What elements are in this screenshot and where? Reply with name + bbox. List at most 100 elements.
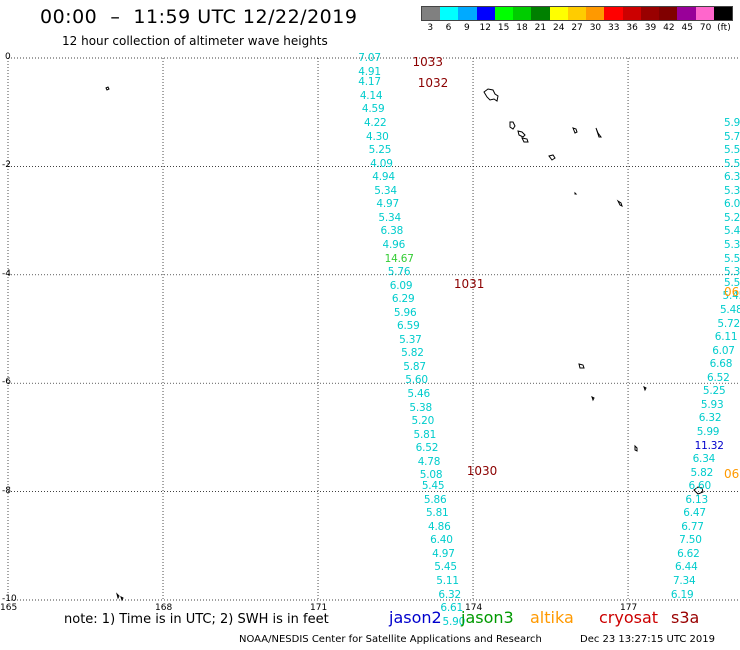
- swh-label: 4.96: [382, 238, 406, 251]
- legend-label: 33: [608, 23, 620, 33]
- legend-label: 18: [516, 23, 528, 33]
- satellite-legend-cryosat: cryosat: [599, 608, 659, 627]
- legend-swatch: [677, 7, 696, 20]
- island-shape: [116, 592, 124, 602]
- swh-label: 4.14: [359, 89, 383, 102]
- swh-label: 4.59: [361, 103, 385, 116]
- swh-label: 5.81: [413, 428, 437, 441]
- swh-label: 5.87: [403, 360, 426, 373]
- satellite-legend-altika: altika: [530, 608, 574, 627]
- swh-label: 6.32: [698, 412, 722, 425]
- swh-label: 7.07: [358, 52, 381, 64]
- legend-swatch: [440, 7, 459, 20]
- swh-label: 5.31: [724, 184, 740, 197]
- swh-label: 5.50: [724, 276, 740, 289]
- legend-label: 6: [445, 23, 452, 33]
- legend-swatch: [567, 7, 587, 20]
- swh-label: 5.11: [436, 575, 459, 588]
- swh-label: 5.59: [724, 252, 740, 265]
- credit-text: NOAA/NESDIS Center for Satellite Applica…: [239, 634, 542, 645]
- swh-label: 6.60: [688, 480, 712, 493]
- swh-label: 6.59: [397, 320, 420, 333]
- swh-label: 14.67: [384, 252, 414, 265]
- swh-label: 6.29: [391, 293, 415, 306]
- legend-label: 39: [644, 23, 657, 33]
- satellite-legend-s3a: s3a: [671, 608, 700, 627]
- swh-label: 6.62: [677, 547, 700, 560]
- legend-swatch: [422, 7, 441, 20]
- swh-label: 6.52: [707, 371, 730, 384]
- x-tick-label: 165: [0, 603, 18, 613]
- swh-label: 5.82: [401, 347, 424, 360]
- swh-label: 6.52: [415, 442, 439, 455]
- legend-swatch: [695, 7, 714, 20]
- swh-label: 4.94: [372, 171, 395, 184]
- island-shape: [509, 121, 529, 143]
- swh-label: 6.44: [675, 561, 698, 574]
- x-tick-label: 168: [155, 603, 173, 613]
- swh-label: 6.61: [440, 602, 464, 615]
- legend-swatch: [531, 7, 550, 20]
- legend-label: 70: [699, 23, 712, 33]
- y-tick-label: -6: [2, 377, 11, 388]
- swh-label: 5.7: [724, 130, 740, 143]
- legend-label: 24: [552, 23, 565, 33]
- swh-label: 5.86: [423, 493, 447, 506]
- color-legend: 3 6 9 12 15 18 21 24 27 30 33 36 39 42 45 70 (ft): [421, 6, 733, 33]
- swh-label: 5.99: [696, 425, 720, 438]
- page-subtitle: 12 hour collection of altimeter wave hei…: [62, 34, 328, 48]
- swh-label: 5.45: [421, 480, 445, 493]
- legend-swatch: [604, 7, 623, 20]
- page-title: 00:00 – 11:59 UTC 12/22/2019: [40, 6, 358, 28]
- swh-label: 4.78: [417, 455, 441, 468]
- x-tick-label: 171: [310, 603, 328, 613]
- swh-label: 5.48: [719, 304, 740, 317]
- swh-label: 4.09: [370, 157, 393, 170]
- swh-label: 6.09: [389, 279, 413, 292]
- swh-label: 5.96: [393, 306, 417, 319]
- swh-label: 5.21: [724, 211, 740, 224]
- swh-label: 6.13: [685, 493, 708, 506]
- island-shape: [591, 396, 595, 402]
- swh-label: 5.38: [409, 401, 433, 414]
- satellite-legend-jason2: jason2: [389, 608, 442, 627]
- y-tick-label: -4: [2, 268, 11, 279]
- swh-label: 5.45: [724, 225, 740, 238]
- islands: [105, 86, 704, 602]
- swh-label: 5.34: [374, 184, 397, 197]
- swh-label: 4.97: [376, 198, 399, 211]
- legend-label: 15: [497, 23, 510, 33]
- legend-label: 27: [571, 23, 583, 33]
- pressure-label: 1030: [466, 463, 498, 478]
- swh-label: 6.40: [430, 534, 453, 547]
- swh-label: 5.9: [724, 117, 740, 130]
- swh-label: 4.97: [432, 547, 455, 560]
- y-tick-label: -10: [2, 594, 17, 604]
- swh-label: 5.57: [724, 157, 740, 170]
- swh-label: 4.86: [428, 520, 451, 533]
- legend-swatch: [494, 7, 514, 20]
- swh-label: 5.60: [405, 374, 428, 387]
- swh-label: 5.46: [407, 388, 430, 401]
- legend-swatch: [622, 7, 641, 20]
- swh-label: 6.34: [692, 453, 716, 466]
- footnote: note: 1) Time is in UTC; 2) SWH is in fe…: [64, 612, 329, 627]
- legend-label: (ft): [717, 23, 731, 33]
- swh-label: 6.68: [709, 358, 733, 371]
- legend-swatch: [713, 7, 732, 20]
- island-shape: [574, 191, 578, 195]
- y-tick-label: 0: [5, 52, 11, 62]
- legend-swatch: [659, 7, 678, 20]
- legend-label: 45: [681, 23, 693, 33]
- swh-label: 5.37: [399, 333, 422, 346]
- swh-label: 5.25: [368, 144, 392, 157]
- swh-label: 6.00: [724, 198, 740, 211]
- swh-label: 11.32: [694, 439, 724, 452]
- legend-label: 9: [464, 23, 470, 33]
- gridlines: [7, 57, 740, 601]
- island-shape: [105, 86, 110, 91]
- swh-label: 5.35: [724, 266, 740, 279]
- swh-label: 6.32: [438, 588, 461, 601]
- swh-label: 4.91: [358, 65, 381, 78]
